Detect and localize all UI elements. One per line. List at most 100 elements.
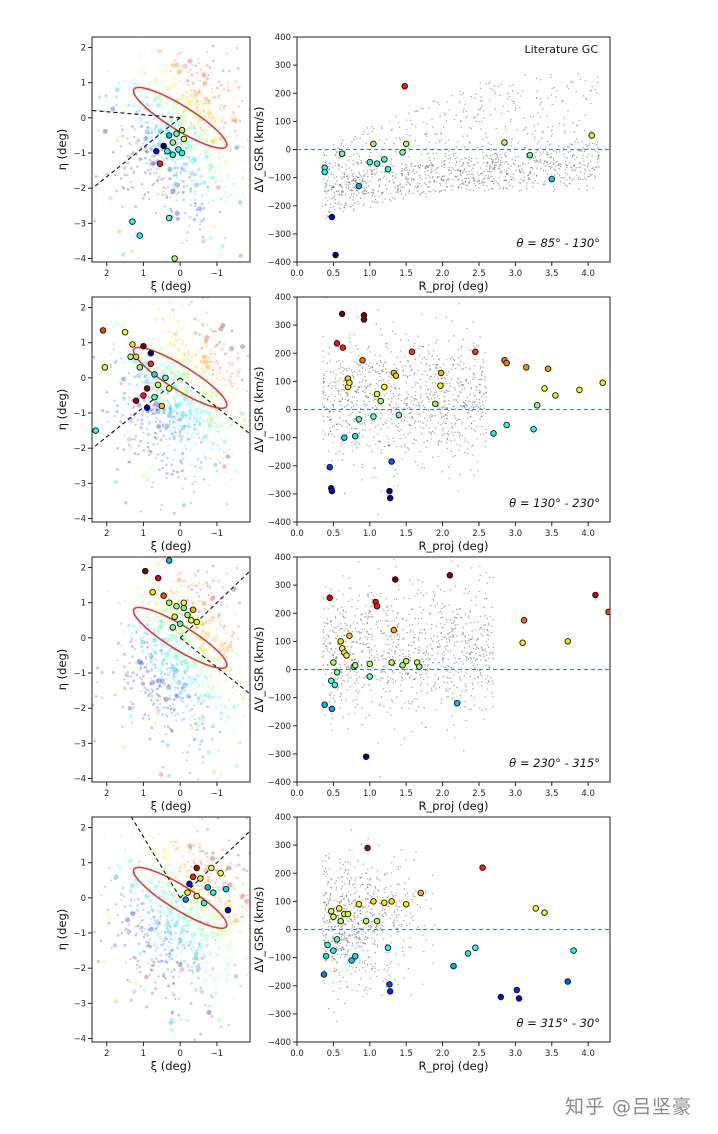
- background-star: [498, 164, 501, 166]
- background-star: [398, 137, 401, 139]
- y-tick-label: 0: [286, 146, 291, 156]
- background-star: [327, 450, 330, 452]
- background-star: [325, 162, 328, 164]
- background-star: [350, 427, 353, 430]
- background-star: [163, 409, 166, 412]
- background-star: [404, 365, 407, 367]
- background-star: [223, 165, 226, 168]
- background-star: [167, 683, 171, 687]
- background-star: [193, 131, 197, 135]
- background-star: [328, 184, 331, 187]
- y-axis-label: η (deg): [55, 389, 69, 431]
- background-star: [206, 297, 209, 299]
- background-star: [159, 368, 163, 372]
- background-star: [181, 656, 183, 659]
- background-star: [454, 422, 457, 425]
- background-star: [500, 163, 502, 166]
- background-star: [448, 382, 451, 385]
- background-star: [150, 726, 154, 730]
- background-star: [591, 142, 594, 144]
- background-star: [171, 469, 175, 473]
- background-star: [171, 379, 174, 382]
- background-star: [203, 397, 206, 401]
- background-star: [569, 143, 572, 145]
- background-star: [348, 423, 350, 426]
- background-star: [109, 365, 113, 369]
- gc-point: [143, 385, 151, 392]
- background-star: [333, 424, 335, 427]
- background-star: [154, 211, 158, 215]
- background-star: [163, 162, 167, 166]
- background-star: [394, 186, 396, 188]
- background-star: [369, 371, 371, 374]
- background-star: [546, 115, 548, 117]
- background-star: [175, 470, 178, 473]
- background-star: [326, 180, 329, 182]
- background-star: [352, 199, 354, 201]
- background-star: [172, 86, 176, 89]
- background-star: [527, 162, 529, 165]
- wedge-boundary: [179, 377, 250, 435]
- background-star: [584, 114, 587, 117]
- background-star: [399, 190, 402, 193]
- background-star: [184, 120, 187, 123]
- background-star: [495, 152, 497, 155]
- background-star: [208, 456, 212, 460]
- background-star: [421, 345, 423, 348]
- background-star: [365, 395, 368, 397]
- background-star: [358, 171, 360, 173]
- background-star: [167, 92, 171, 96]
- background-star: [333, 435, 336, 438]
- background-star: [438, 103, 440, 105]
- background-star: [332, 371, 334, 373]
- background-star: [369, 392, 371, 395]
- background-star: [135, 110, 139, 114]
- background-star: [431, 382, 434, 384]
- background-star: [375, 168, 378, 170]
- background-star: [208, 416, 212, 420]
- background-star: [191, 380, 194, 384]
- background-star: [428, 364, 431, 367]
- background-star: [171, 339, 175, 342]
- background-star: [144, 94, 147, 98]
- background-star: [550, 153, 552, 155]
- background-star: [122, 391, 127, 395]
- background-star: [487, 189, 490, 191]
- background-star: [123, 322, 127, 326]
- background-star: [171, 638, 174, 642]
- background-star: [436, 406, 439, 408]
- background-star: [382, 379, 385, 381]
- background-star: [404, 163, 406, 165]
- background-star: [452, 152, 455, 155]
- background-star: [530, 166, 533, 169]
- background-star: [219, 378, 223, 381]
- background-star: [580, 171, 582, 173]
- background-star: [466, 396, 468, 398]
- background-star: [221, 69, 225, 73]
- background-star: [193, 193, 196, 196]
- background-star: [416, 464, 419, 467]
- background-star: [166, 365, 172, 371]
- background-star: [522, 180, 524, 182]
- background-star: [369, 383, 371, 385]
- background-star: [154, 562, 158, 566]
- background-star: [328, 433, 330, 435]
- background-star: [374, 198, 377, 201]
- background-star: [461, 421, 463, 423]
- background-star: [194, 182, 200, 188]
- background-star: [389, 403, 391, 406]
- background-star: [148, 172, 152, 176]
- background-star: [165, 658, 168, 661]
- background-star: [466, 327, 468, 330]
- background-star: [163, 205, 166, 208]
- background-star: [415, 439, 417, 442]
- background-star: [203, 390, 206, 393]
- background-star: [193, 423, 196, 427]
- background-star: [361, 381, 363, 383]
- background-star: [188, 359, 191, 362]
- background-star: [146, 343, 149, 346]
- background-star: [143, 171, 147, 175]
- background-star: [174, 402, 177, 406]
- background-star: [379, 375, 381, 378]
- background-star: [219, 253, 222, 256]
